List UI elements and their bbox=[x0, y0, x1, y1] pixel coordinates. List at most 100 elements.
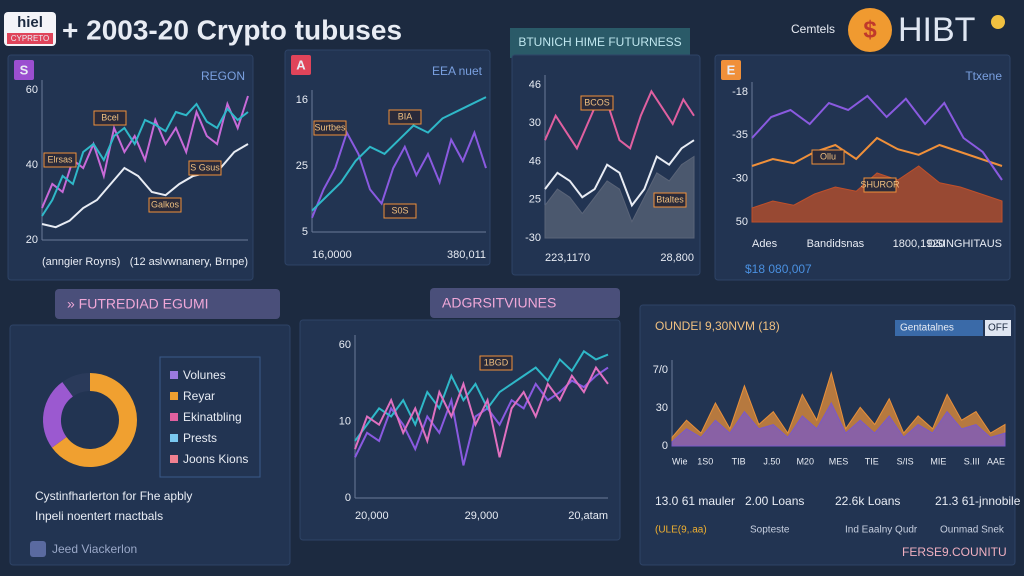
legend-label: Volunes bbox=[183, 368, 226, 382]
panel-footer: $18 080,007 bbox=[745, 262, 812, 276]
y-tick-label: -30 bbox=[732, 173, 748, 185]
x-label: Bandidsnas bbox=[807, 238, 865, 250]
x-label: 1800,1920 bbox=[893, 238, 945, 250]
legend-label: Prests bbox=[183, 431, 217, 445]
y-tick-label: 60 bbox=[339, 339, 351, 351]
page-title: + 2003-20 Crypto tubuses bbox=[62, 14, 402, 45]
note-box bbox=[313, 120, 347, 136]
brand-small: Cemtels bbox=[791, 22, 835, 36]
line bbox=[354, 365, 609, 458]
panel-badge-text: S bbox=[20, 62, 29, 77]
pill bbox=[55, 289, 280, 319]
x-label: Ades bbox=[752, 238, 778, 250]
substat: (ULE(9,.aa) bbox=[655, 525, 707, 536]
panel-title: OUNDEI 9,30NVM (18) bbox=[655, 319, 780, 333]
legend-label: Ekinatbling bbox=[183, 410, 242, 424]
x-label: AAE bbox=[987, 456, 1005, 466]
note-box bbox=[43, 152, 77, 168]
caption: Inpeli noentert rnactbals bbox=[35, 509, 163, 523]
x-label: 29,000 bbox=[465, 510, 499, 522]
y-tick-label: 16 bbox=[296, 94, 308, 106]
note: Ollu bbox=[820, 151, 836, 161]
pill-text: ADGRSITVIUNES bbox=[442, 295, 556, 311]
coin-symbol: $ bbox=[863, 16, 877, 43]
substat: Ounmad Snek bbox=[940, 525, 1005, 536]
note-box bbox=[863, 177, 897, 193]
donut-segment bbox=[43, 381, 74, 448]
note-box bbox=[383, 203, 417, 219]
note: BCOS bbox=[584, 97, 610, 107]
toggle-box bbox=[985, 320, 1011, 336]
note: Bcel bbox=[101, 112, 119, 122]
y-tick-label: -18 bbox=[732, 86, 748, 98]
x-label: 1S0 bbox=[697, 456, 713, 466]
y-tick-label: 0 bbox=[345, 492, 351, 504]
logo-top: hiel bbox=[17, 14, 43, 31]
line bbox=[311, 96, 487, 212]
x-label: TIE bbox=[865, 456, 879, 466]
x-label: Wie bbox=[672, 456, 688, 466]
x-label: 223,1170 bbox=[545, 252, 590, 264]
y-tick-label: 46 bbox=[529, 155, 541, 167]
panel-badge bbox=[14, 60, 34, 80]
note-box bbox=[653, 192, 687, 208]
stat: 2.00 Loans bbox=[745, 494, 804, 508]
panel-title: REGON bbox=[201, 69, 245, 83]
brand: HIBT bbox=[898, 11, 975, 49]
x-label: S.III bbox=[964, 456, 980, 466]
x-label: DSINGHITAUS bbox=[928, 238, 1002, 250]
panel-title: Ttxene bbox=[965, 69, 1002, 83]
x-label: 28,800 bbox=[660, 252, 694, 264]
panel-badge-text: E bbox=[727, 62, 736, 77]
note: BIA bbox=[398, 111, 413, 121]
note-box bbox=[388, 109, 422, 125]
note: Galkos bbox=[151, 199, 180, 209]
y-tick-label: 60 bbox=[26, 84, 38, 96]
legend-swatch bbox=[170, 371, 178, 379]
y-tick-label: 40 bbox=[26, 159, 38, 171]
legend-swatch bbox=[170, 455, 178, 463]
tag: Gentatalnes bbox=[900, 323, 954, 334]
pill bbox=[430, 288, 620, 318]
brand-coin bbox=[848, 8, 892, 52]
x-label: (12 as bbox=[130, 256, 161, 268]
y-tick-label: 30 bbox=[529, 117, 541, 129]
panel bbox=[284, 49, 491, 266]
x-label: (anngier Royns) bbox=[42, 256, 120, 268]
note-box bbox=[479, 355, 513, 371]
y-tick-label: -30 bbox=[525, 232, 541, 244]
panel-footer: FERSE9.COUNITU bbox=[902, 545, 1007, 559]
y-tick-label: 25 bbox=[529, 194, 541, 206]
note: Surtbes bbox=[314, 122, 346, 132]
note-box bbox=[188, 160, 222, 176]
note: Btaltes bbox=[656, 194, 684, 204]
legend-label: Joons Kions bbox=[183, 452, 248, 466]
x-label: MES bbox=[829, 456, 849, 466]
logo-band bbox=[7, 33, 53, 44]
x-label: 380,011 bbox=[447, 249, 486, 261]
y-tick-label: 30 bbox=[656, 402, 668, 414]
y-tick-label: 5 bbox=[302, 226, 308, 238]
pill-text: » FUTREDIAD EGUMI bbox=[67, 296, 209, 312]
x-label: M20 bbox=[796, 456, 814, 466]
x-label: J.50 bbox=[763, 456, 780, 466]
y-tick-label: 20 bbox=[26, 234, 38, 246]
note-box bbox=[148, 197, 182, 213]
tag-box bbox=[895, 320, 983, 336]
x-label: 20,atam bbox=[568, 510, 608, 522]
line bbox=[544, 89, 695, 151]
substat: Sopteste bbox=[750, 525, 790, 536]
legend-label: Reyar bbox=[183, 389, 215, 403]
line bbox=[41, 102, 249, 217]
panel bbox=[7, 54, 254, 281]
legend-swatch bbox=[170, 434, 178, 442]
caption: Cystinfharlerton for Fhe apbly bbox=[35, 489, 192, 503]
note-box bbox=[580, 95, 614, 111]
substat: Ind Eaalny Qudr bbox=[845, 525, 918, 536]
line bbox=[751, 136, 1003, 167]
x-label: S/IS bbox=[897, 456, 914, 466]
stat: 21.3 61-jnnobile bbox=[935, 494, 1021, 508]
y-tick-label: -35 bbox=[732, 129, 748, 141]
banner-text: BTUNICH HIME FUTURNESS bbox=[518, 35, 681, 49]
